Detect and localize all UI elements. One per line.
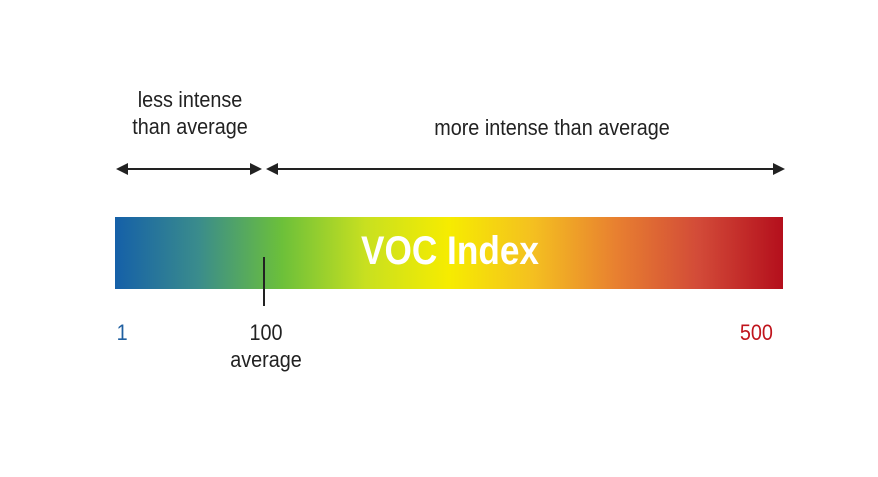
voc-index-title: VOC Index	[360, 229, 539, 273]
scale-min-label: 1	[116, 320, 128, 345]
more-intense-label: more intense than average	[434, 115, 670, 140]
less-intense-line2: than average	[132, 114, 248, 139]
less-intense-label: less intense than average	[109, 86, 271, 140]
average-tick	[263, 257, 265, 306]
left-range-arrow	[116, 163, 262, 175]
scale-max-label: 500	[739, 320, 773, 345]
less-intense-line1: less intense	[137, 87, 243, 112]
scale-average-value: 100	[249, 320, 283, 345]
scale-average-label: average	[230, 347, 302, 372]
right-range-arrow	[266, 163, 785, 175]
voc-gradient-bar	[115, 217, 783, 289]
